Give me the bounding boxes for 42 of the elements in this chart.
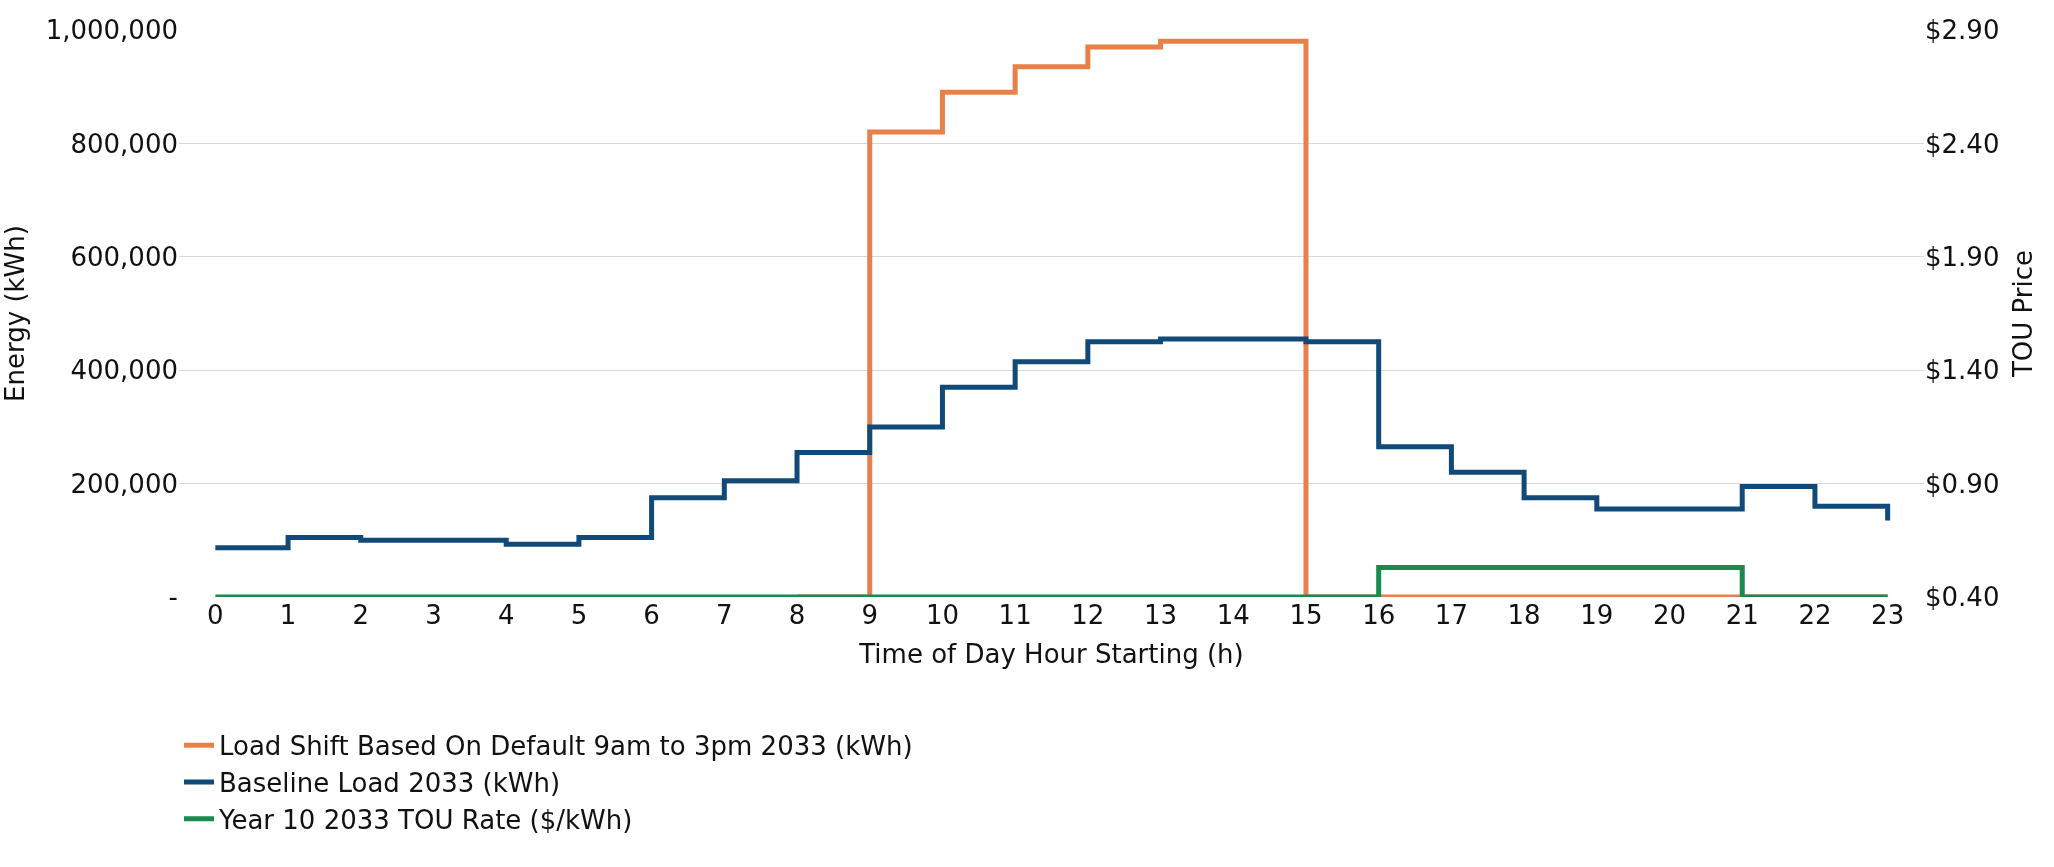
y-tick-label: 600,000 [70,241,178,272]
x-tick-label: 7 [716,600,733,630]
x-tick-label: 16 [1362,600,1396,630]
x-tick-label: 5 [570,600,588,630]
x-tick-label: 4 [497,600,515,630]
y-tick-label: - [168,582,178,613]
y-tick-label: 200,000 [70,468,178,499]
x-tick-label: 13 [1144,600,1178,630]
x-tick-label: 14 [1216,600,1250,630]
x-tick-label: 0 [207,600,224,630]
x-tick-label: 23 [1871,600,1905,630]
legend-label: Load Shift Based On Default 9am to 3pm 2033 (kWh) [219,731,913,762]
legend-label: Baseline Load 2033 (kWh) [219,768,561,799]
x-tick-label: 19 [1580,600,1614,630]
x-axis-title: Time of Day Hour Starting (h) [858,638,1244,669]
x-tick-label: 18 [1507,600,1541,630]
y-tick-label: 400,000 [70,355,178,386]
y2-tick-label: $1.90 [1925,241,2000,272]
x-tick-label: 3 [425,600,442,630]
x-tick-label: 20 [1652,600,1687,630]
x-tick-label: 12 [1071,600,1105,630]
x-tick-label: 9 [861,600,878,630]
x-tick-label: 11 [998,600,1032,630]
x-tick-label: 21 [1725,600,1759,630]
y2-tick-label: $2.90 [1925,15,2000,46]
x-tick-label: 22 [1798,600,1832,630]
x-tick-label: 2 [352,600,370,630]
y-axis-title: Energy (kWh) [0,225,30,402]
legend-label: Year 10 2033 TOU Rate ($/kWh) [218,804,633,835]
y2-tick-label: $1.40 [1925,355,2000,386]
y-tick-label: 1,000,000 [45,15,178,46]
x-tick-label: 8 [788,600,806,630]
y2-tick-label: $0.40 [1925,582,2000,613]
x-tick-label: 15 [1289,600,1323,630]
y-tick-label: 800,000 [70,128,178,159]
x-tick-label: 10 [925,600,959,630]
y2-tick-label: $2.40 [1925,128,2000,159]
x-tick-label: 17 [1434,600,1468,630]
x-tick-label: 1 [279,600,297,630]
x-tick-label: 6 [643,600,660,630]
y2-axis-title: TOU Price [2008,249,2039,379]
y2-tick-label: $0.90 [1925,468,2000,499]
